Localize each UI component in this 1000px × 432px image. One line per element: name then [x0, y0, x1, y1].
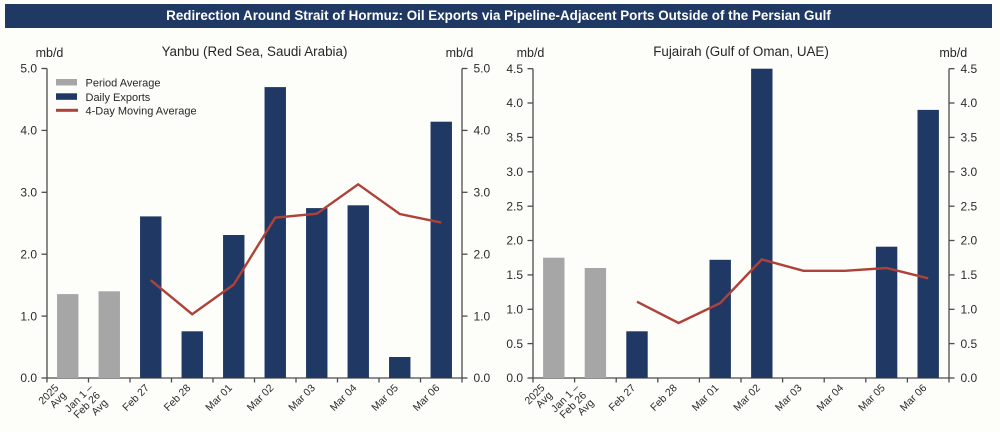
svg-text:4.0: 4.0	[506, 96, 523, 110]
svg-text:1.5: 1.5	[961, 268, 978, 282]
svg-text:2.5: 2.5	[506, 199, 523, 213]
svg-text:0.5: 0.5	[506, 337, 523, 351]
svg-text:2.0: 2.0	[474, 247, 491, 261]
svg-text:2.0: 2.0	[961, 234, 978, 248]
svg-text:1.0: 1.0	[506, 303, 523, 317]
svg-text:mb/d: mb/d	[517, 46, 545, 60]
svg-text:5.0: 5.0	[474, 62, 491, 76]
svg-text:2.0: 2.0	[20, 247, 37, 261]
svg-text:4.0: 4.0	[961, 96, 978, 110]
svg-text:4.0: 4.0	[20, 124, 37, 138]
svg-text:Daily Exports: Daily Exports	[86, 92, 151, 104]
svg-text:3.0: 3.0	[506, 165, 523, 179]
svg-text:4.5: 4.5	[961, 62, 978, 76]
svg-text:4.5: 4.5	[506, 62, 523, 76]
svg-text:mb/d: mb/d	[36, 46, 64, 60]
svg-text:1.0: 1.0	[961, 303, 978, 317]
svg-text:Redirection Around Strait of H: Redirection Around Strait of Hormuz: Oil…	[166, 8, 831, 23]
svg-text:4-Day Moving Average: 4-Day Moving Average	[86, 106, 197, 118]
svg-text:2.0: 2.0	[506, 234, 523, 248]
svg-text:3.5: 3.5	[961, 131, 978, 145]
svg-text:Fujairah (Gulf of Oman, UAE): Fujairah (Gulf of Oman, UAE)	[653, 44, 829, 59]
svg-text:Yanbu (Red Sea, Saudi Arabia): Yanbu (Red Sea, Saudi Arabia)	[162, 44, 348, 59]
svg-text:mb/d: mb/d	[446, 46, 474, 60]
svg-text:0.5: 0.5	[961, 337, 978, 351]
svg-text:5.0: 5.0	[20, 62, 37, 76]
svg-text:1.0: 1.0	[20, 309, 37, 323]
svg-text:4.0: 4.0	[474, 124, 491, 138]
svg-text:0.0: 0.0	[20, 371, 37, 385]
svg-text:0.0: 0.0	[961, 371, 978, 385]
svg-text:3.0: 3.0	[474, 186, 491, 200]
svg-text:0.0: 0.0	[506, 371, 523, 385]
svg-text:2.5: 2.5	[961, 199, 978, 213]
svg-text:1.5: 1.5	[506, 268, 523, 282]
svg-text:Period Average: Period Average	[86, 78, 161, 90]
svg-text:mb/d: mb/d	[939, 46, 967, 60]
svg-text:3.5: 3.5	[506, 131, 523, 145]
svg-text:1.0: 1.0	[474, 309, 491, 323]
svg-text:3.0: 3.0	[961, 165, 978, 179]
svg-text:3.0: 3.0	[20, 186, 37, 200]
svg-text:0.0: 0.0	[474, 371, 491, 385]
